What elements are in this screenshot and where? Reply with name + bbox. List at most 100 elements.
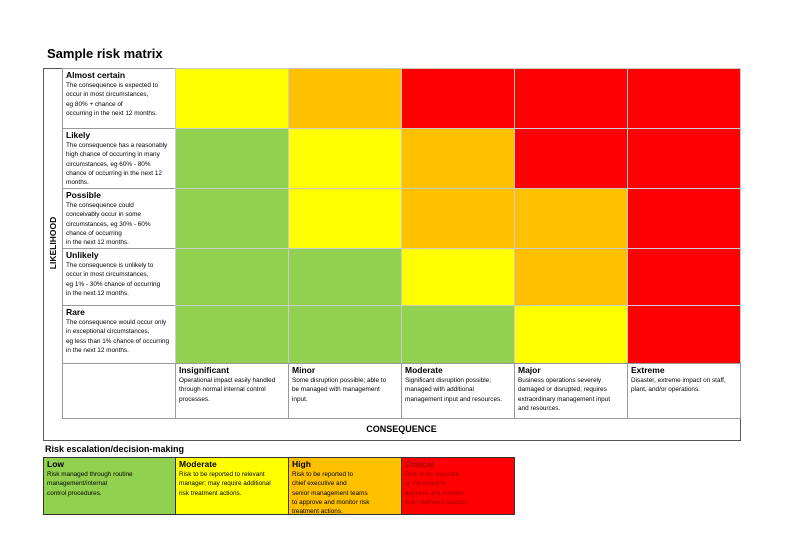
cell-title: Almost certain xyxy=(66,70,126,80)
cell-text: manager; may require additional xyxy=(179,480,271,488)
risk-cell xyxy=(288,128,402,189)
cell-title: Moderate xyxy=(179,459,217,469)
cell-text: occurring in the next 12 months. xyxy=(66,109,157,117)
cell-text: The consequence is expected to xyxy=(66,82,159,89)
risk-cell xyxy=(401,68,515,129)
cell-title: Critical xyxy=(405,459,434,469)
risk-cell xyxy=(401,305,515,364)
consequence-cell: Minor Some disruption possible; able to be… xyxy=(288,363,402,419)
cell-text: Risk to be reported xyxy=(405,471,459,478)
consequence-cell: Moderate Significant disruption possible;… xyxy=(401,363,515,419)
cell-text: management input and resources. xyxy=(405,395,502,403)
cell-title: Extreme xyxy=(631,365,665,375)
cell-text: circumstances, eg 30% - 60% xyxy=(66,220,151,228)
cell-text: in exceptional circumstances, xyxy=(66,328,150,336)
cell-title: Insignificant xyxy=(179,365,230,375)
risk-cell xyxy=(514,68,628,129)
risk-cell xyxy=(627,68,741,129)
escalation-cell: Low Risk managed through routine managemen… xyxy=(43,457,176,515)
cell-text: treatment actions. xyxy=(292,508,343,516)
cell-text: extraordinary management input xyxy=(518,395,611,403)
risk-cell xyxy=(401,248,515,306)
likelihood-cell: Likely The consequence has a reasonably hi… xyxy=(62,128,176,189)
risk-cell xyxy=(514,248,628,306)
risk-cell xyxy=(175,248,289,306)
cell-text: approve and monitor xyxy=(405,489,464,497)
cell-text: The consequence could xyxy=(66,202,134,209)
cell-text: Operational impact easily handled xyxy=(179,377,276,384)
cell-text: chance of occurring xyxy=(66,229,122,237)
cell-text: chance of occurring in the next 12 xyxy=(66,169,162,177)
cell-text: in the next 12 months. xyxy=(66,239,129,247)
cell-title: Major xyxy=(518,365,541,375)
cell-text: input. xyxy=(292,395,308,403)
cell-text: control procedures. xyxy=(47,489,102,497)
escalation-title: Risk escalation/decision-making xyxy=(45,444,185,454)
risk-cell xyxy=(288,68,402,129)
cell-text: in the next 12 months. xyxy=(66,346,129,354)
cell-text: Some disruption possible; able to xyxy=(292,377,387,384)
cell-text: plant, and/or operations. xyxy=(631,386,700,394)
likelihood-cell: Unlikely The consequence is unlikely to oc… xyxy=(62,248,176,306)
cell-text: eg less than 1% chance of occurring xyxy=(66,337,170,345)
cell-text: high chance of occurring in many xyxy=(66,151,160,159)
cell-text: Business operations severely xyxy=(518,377,602,384)
cell-text: risk treatment actions. xyxy=(405,498,468,506)
cell-text: Significant disruption possible; xyxy=(405,377,491,384)
cell-text: be managed with management xyxy=(292,386,380,394)
corner-cell xyxy=(62,363,176,419)
risk-cell xyxy=(627,248,741,306)
cell-title: Rare xyxy=(66,307,85,317)
cell-text: senior management teams xyxy=(292,489,368,497)
cell-text: in the next 12 months. xyxy=(66,289,129,297)
cell-text: Risk to be reported to relevant xyxy=(179,471,265,478)
cell-text: managed with additional xyxy=(405,386,474,394)
cell-text: The consequence would occur only xyxy=(66,319,167,326)
cell-text: months. xyxy=(66,179,89,187)
cell-text: circumstances, eg 60% - 80% xyxy=(66,160,151,168)
cell-text: eg 80% + chance of xyxy=(66,100,123,108)
cell-text: occur in most circumstances, xyxy=(66,271,149,279)
risk-cell xyxy=(627,188,741,249)
risk-cell xyxy=(514,128,628,189)
cell-text: The consequence is unlikely to xyxy=(66,262,154,269)
cell-text: processes. xyxy=(179,395,210,403)
likelihood-cell: Rare The consequence would occur only in e… xyxy=(62,305,176,364)
risk-cell xyxy=(175,68,289,129)
risk-cell xyxy=(175,305,289,364)
cell-title: High xyxy=(292,459,311,469)
cell-text: Risk to be reported to xyxy=(292,471,354,478)
escalation-cell: High Risk to be reported to chief executiv… xyxy=(288,457,402,515)
risk-cell xyxy=(401,188,515,249)
consequence-cell: Major Business operations severely damaged… xyxy=(514,363,628,419)
cell-text: to approve and monitor risk xyxy=(292,498,370,506)
escalation-cell: Critical Risk to be reported to the board … xyxy=(401,457,515,515)
consequence-label: CONSEQUENCE xyxy=(366,424,437,434)
cell-text: Disaster, extreme impact on staff, xyxy=(631,377,726,384)
page-title: Sample risk matrix xyxy=(47,46,163,61)
consequence-cell: Extreme Disaster, extreme impact on staff… xyxy=(627,363,741,419)
likelihood-cell: Possible The consequence could conceivably… xyxy=(62,188,176,249)
risk-cell xyxy=(514,305,628,364)
risk-cell xyxy=(288,188,402,249)
risk-cell xyxy=(175,128,289,189)
cell-text: The consequence has a reasonably xyxy=(66,142,168,149)
likelihood-cell: Almost certain The consequence is expecte… xyxy=(62,68,176,129)
cell-text: and resources. xyxy=(518,404,561,412)
cell-title: Likely xyxy=(66,130,91,140)
risk-cell xyxy=(401,128,515,189)
cell-text: Risk managed through routine xyxy=(47,471,133,478)
risk-cell xyxy=(627,128,741,189)
cell-text: to the board to xyxy=(405,480,447,488)
cell-title: Unlikely xyxy=(66,250,99,260)
cell-title: Moderate xyxy=(405,365,443,375)
cell-title: Possible xyxy=(66,190,101,200)
likelihood-label: LIKELIHOOD xyxy=(48,216,58,270)
cell-text: through normal internal control xyxy=(179,386,266,394)
risk-cell xyxy=(514,188,628,249)
risk-cell xyxy=(288,305,402,364)
cell-text: conceivably occur in some xyxy=(66,211,141,219)
escalation-cell: Moderate Risk to be reported to relevant m… xyxy=(175,457,289,515)
cell-text: management/internal xyxy=(47,480,108,488)
